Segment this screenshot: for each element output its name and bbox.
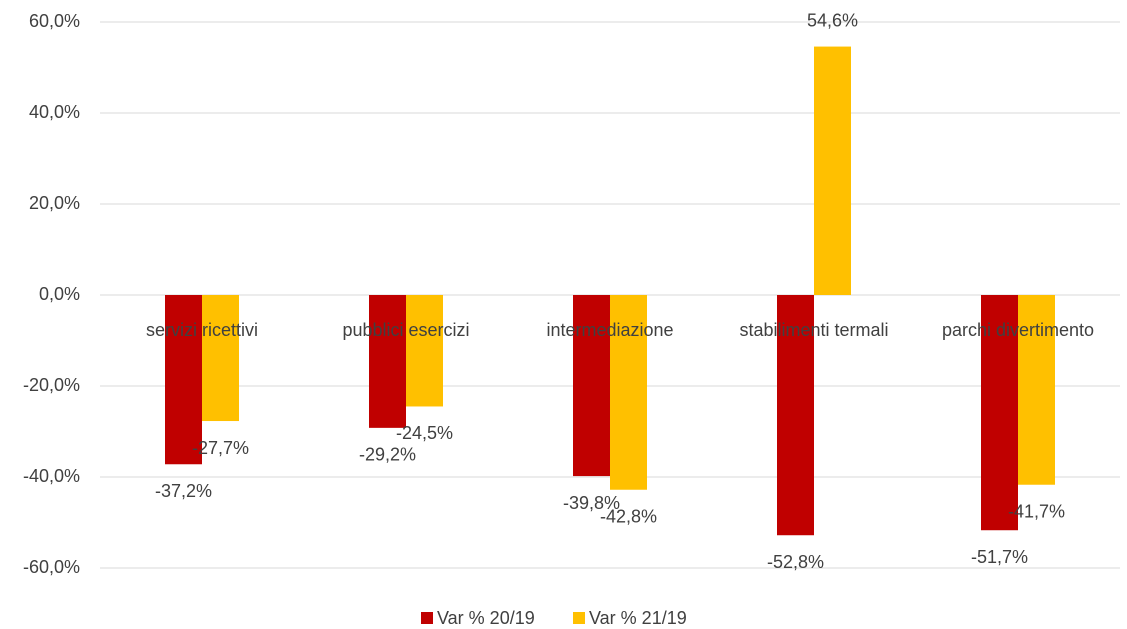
legend-label: Var % 20/19	[437, 608, 535, 628]
bar	[814, 46, 851, 295]
bar	[610, 295, 647, 490]
bar	[202, 295, 239, 422]
data-label: 54,6%	[807, 10, 858, 30]
data-label: -37,2%	[155, 481, 212, 501]
bar	[1018, 295, 1055, 485]
y-tick-label: -60,0%	[23, 557, 80, 577]
bar	[406, 295, 443, 407]
bar	[369, 295, 406, 428]
bar	[777, 295, 814, 536]
x-tick-label: servizi ricettivi	[146, 320, 258, 340]
x-tick-label: pubblici esercizi	[342, 320, 469, 340]
data-label: -41,7%	[1008, 501, 1065, 521]
data-label: -39,8%	[563, 493, 620, 513]
bar	[981, 295, 1018, 531]
y-tick-label: 0,0%	[39, 284, 80, 304]
y-tick-label: 20,0%	[29, 193, 80, 213]
legend-label: Var % 21/19	[589, 608, 687, 628]
x-tick-label: stabilimenti termali	[739, 320, 888, 340]
data-label: -42,8%	[600, 506, 657, 526]
data-label: -29,2%	[359, 445, 416, 465]
data-label: -52,8%	[767, 552, 824, 572]
y-tick-label: -40,0%	[23, 466, 80, 486]
legend-swatch	[421, 612, 433, 624]
data-label: -51,7%	[971, 547, 1028, 567]
data-label: -27,7%	[192, 438, 249, 458]
data-label: -24,5%	[396, 423, 453, 443]
legend-swatch	[573, 612, 585, 624]
y-tick-label: -20,0%	[23, 375, 80, 395]
y-tick-label: 40,0%	[29, 102, 80, 122]
bar	[165, 295, 202, 465]
y-tick-label: 60,0%	[29, 11, 80, 31]
bar	[573, 295, 610, 477]
x-tick-label: parchi divertimento	[942, 320, 1094, 340]
x-tick-label: intermediazione	[546, 320, 673, 340]
